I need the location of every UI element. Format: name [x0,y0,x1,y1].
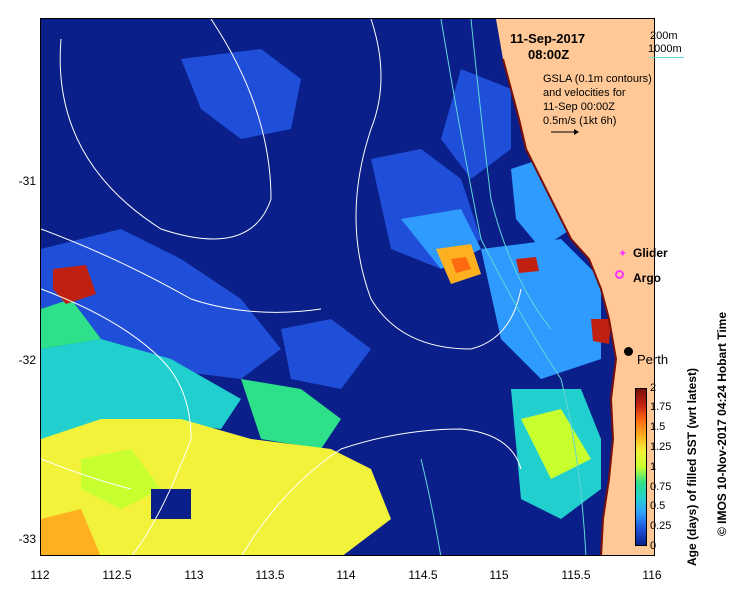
sst-patch [441,69,511,179]
gsla-contour [41,458,132,490]
sst-patch [281,319,371,389]
map-frame [40,18,655,556]
y-tick-label: -31 [18,174,36,188]
city-label-perth: Perth [637,352,669,367]
x-tick-label: 114 [336,568,356,582]
bathymetry-200m [470,19,552,330]
sst-patch [521,409,591,479]
colorbar-tick: 0 [650,540,657,552]
argo-label: Argo [633,271,661,285]
sst-patch [481,239,601,379]
x-tick-label: 113 [184,568,204,582]
date-label: 11-Sep-2017 [510,31,586,46]
bathymetry-contour [420,458,442,555]
x-tick-label: 112 [30,568,50,582]
gsla-contour [41,288,192,555]
coastline [502,58,618,555]
bathymetry-1000m [440,19,587,555]
sst-patch [41,299,101,349]
perth-marker-icon [624,347,633,356]
sst-patch [181,49,301,139]
y-tick-label: -33 [18,532,36,546]
gsla-note: GSLA (0.1m contours) and velocities for … [543,72,652,128]
x-tick-label: 116 [642,568,662,582]
colorbar-tick: 1.5 [650,421,666,433]
gsla-note-line: 11-Sep 00:00Z [543,101,615,113]
x-tick-label: 114.5 [408,568,438,582]
x-tick-label: 115 [489,568,509,582]
colorbar-tick: 0.5 [650,500,666,512]
sst-patch [516,257,539,273]
y-tick-label: -32 [18,353,36,367]
colorbar-tick: 0.25 [650,520,672,532]
colorbar-tick: 1 [650,461,657,473]
sst-patch [41,509,101,555]
sst-patch [451,257,471,273]
sst-patch [241,379,341,449]
sst-map [41,19,654,555]
contour-1000m-label: 1000m [648,43,682,55]
velocity-scale-arrow-icon [551,129,579,135]
gsla-contour [59,19,272,240]
argo-marker-icon [615,270,624,279]
gsla-contour [355,19,522,350]
sst-patch [41,339,241,449]
gsla-note-line: GSLA (0.1m contours) [543,73,652,85]
sst-patch [151,489,191,519]
gsla-contour [241,428,522,555]
contour-200m-label: 200m [650,30,678,42]
x-tick-label: 113.5 [255,568,285,582]
gsla-contour [41,228,322,313]
time-label: 08:00Z [528,47,570,62]
sst-patch [53,265,96,304]
colorbar-tick: 1.75 [650,401,672,413]
colorbar-tick: 1.25 [650,441,672,453]
x-tick-label: 115.5 [561,568,591,582]
gsla-note-line: and velocities for [543,87,626,99]
colorbar-tick: 0.75 [650,481,672,493]
glider-marker-icon: ✦ [618,248,628,260]
gsla-note-line: 0.5m/s (1kt 6h) [543,115,617,127]
colorbar-title: Age (days) of filled SST (wrt latest) [685,367,699,567]
glider-label: Glider [633,246,668,260]
sst-patch [81,449,161,509]
colorbar-tick: 2 [650,382,657,394]
x-tick-label: 112.5 [102,568,132,582]
contour-1000m-swatch [650,57,684,58]
sst-patch [591,319,611,344]
credit-label: © IMOS 10-Nov-2017 04:24 Hobart Time [715,311,729,537]
land-area [496,19,654,555]
colorbar [635,388,647,546]
sst-patch [511,159,571,249]
